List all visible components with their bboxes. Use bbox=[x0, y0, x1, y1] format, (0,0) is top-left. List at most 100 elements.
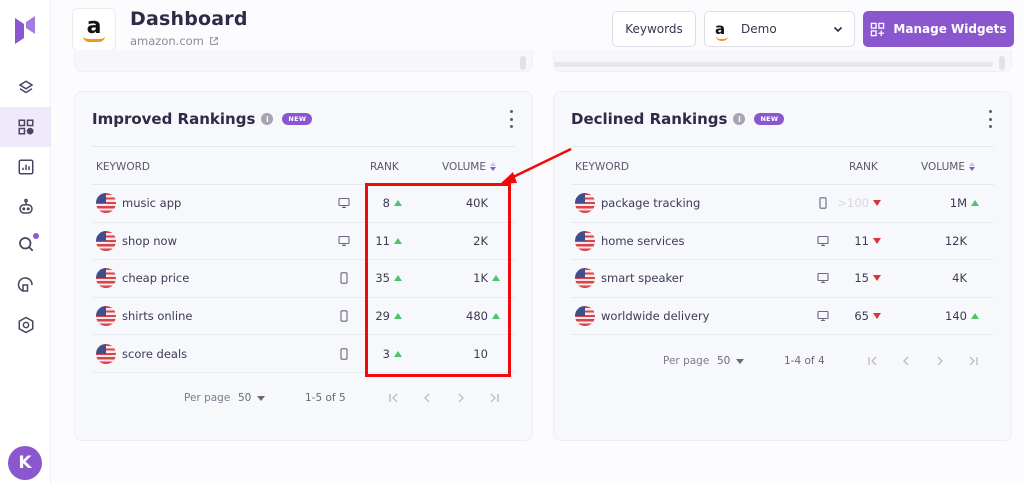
trend-up-icon bbox=[394, 200, 402, 207]
keyword-cell[interactable]: package tracking bbox=[601, 196, 701, 211]
keyword-table: music app 8 40K shop now 11 2K cheap price 35 1K… bbox=[92, 185, 515, 373]
us-flag-icon bbox=[96, 230, 116, 251]
keyword-cell[interactable]: cheap price bbox=[122, 271, 190, 286]
audit-icon bbox=[17, 277, 33, 292]
table-row[interactable]: shop now 11 2K bbox=[92, 223, 515, 261]
last-page-icon[interactable] bbox=[487, 391, 501, 405]
caret-down-icon bbox=[257, 395, 266, 401]
table-row[interactable]: shirts online 29 480 bbox=[92, 298, 515, 336]
sidebar-item-site-audit[interactable] bbox=[0, 265, 51, 305]
trend-up-icon bbox=[394, 275, 402, 282]
per-page-select[interactable]: 50 bbox=[238, 392, 266, 404]
info-icon[interactable]: i bbox=[733, 113, 746, 125]
volume-cell: 2K bbox=[473, 233, 488, 248]
keywords-button[interactable]: Keywords bbox=[612, 11, 696, 47]
keyword-cell[interactable]: shop now bbox=[122, 233, 178, 248]
keyword-cell[interactable]: score deals bbox=[122, 346, 188, 361]
rank-cell: 35 bbox=[360, 271, 402, 285]
caret-down-icon bbox=[736, 358, 745, 364]
column-keyword[interactable]: KEYWORD bbox=[575, 160, 629, 173]
layers-icon bbox=[18, 80, 33, 94]
rank-cell: 8 bbox=[360, 196, 402, 210]
us-flag-icon bbox=[575, 306, 595, 327]
trend-up-icon bbox=[971, 200, 979, 207]
volume-cell: 140 bbox=[901, 309, 979, 323]
manage-widgets-button[interactable]: Manage Widgets bbox=[863, 11, 1014, 47]
amazon-logo-icon: a bbox=[86, 13, 102, 39]
scrollbar[interactable] bbox=[520, 56, 526, 70]
prev-page-icon[interactable] bbox=[899, 354, 913, 368]
table-row[interactable]: smart speaker 15 4K bbox=[571, 260, 994, 298]
scrollbar[interactable] bbox=[999, 56, 1005, 70]
volume-cell: 40K bbox=[465, 196, 488, 211]
more-options-icon[interactable] bbox=[987, 110, 993, 128]
table-row[interactable]: home services 11 12K bbox=[571, 223, 994, 261]
desktop-icon bbox=[338, 197, 350, 209]
pagination: Per page 50 1-5 of 5 bbox=[92, 383, 515, 413]
keyword-cell[interactable]: home services bbox=[601, 233, 685, 248]
table-row[interactable]: package tracking >100 1M bbox=[571, 185, 994, 223]
next-page-icon[interactable] bbox=[454, 391, 468, 405]
keyword-cell[interactable]: music app bbox=[122, 196, 182, 211]
column-keyword[interactable]: KEYWORD bbox=[96, 160, 150, 173]
trend-down-icon bbox=[873, 200, 881, 207]
trend-up-icon bbox=[394, 313, 402, 320]
widget-title: Declined Rankings bbox=[571, 110, 728, 128]
rank-cell: 11 bbox=[360, 234, 402, 248]
table-row[interactable]: music app 8 40K bbox=[92, 185, 515, 223]
keyword-cell[interactable]: shirts online bbox=[122, 309, 193, 324]
first-page-icon[interactable] bbox=[387, 391, 401, 405]
rank-cell: 3 bbox=[360, 347, 402, 361]
table-header: KEYWORD RANK VOLUME bbox=[92, 149, 515, 185]
info-icon[interactable]: i bbox=[261, 113, 274, 125]
chart-icon bbox=[18, 159, 33, 175]
robot-icon bbox=[18, 198, 33, 214]
sidebar-item-ai-assistant[interactable] bbox=[0, 187, 51, 227]
sidebar-item-settings[interactable] bbox=[0, 305, 51, 345]
last-page-icon[interactable] bbox=[966, 354, 980, 368]
sort-icon[interactable] bbox=[489, 162, 496, 171]
site-link[interactable]: amazon.com bbox=[130, 34, 219, 48]
us-flag-icon bbox=[96, 343, 116, 364]
us-flag-icon bbox=[575, 193, 595, 214]
sidebar-item-dashboard[interactable] bbox=[0, 107, 51, 147]
table-row[interactable]: cheap price 35 1K bbox=[92, 260, 515, 298]
keyword-cell[interactable]: smart speaker bbox=[601, 271, 684, 286]
sidebar-item-layers[interactable] bbox=[0, 68, 51, 108]
column-rank[interactable]: RANK bbox=[849, 160, 878, 173]
column-volume[interactable]: VOLUME bbox=[921, 161, 975, 173]
table-row[interactable]: score deals 3 10 bbox=[92, 335, 515, 373]
prev-page-icon[interactable] bbox=[420, 391, 434, 405]
widget-title: Improved Rankings bbox=[92, 110, 256, 128]
column-volume[interactable]: VOLUME bbox=[442, 161, 496, 173]
table-row[interactable]: worldwide delivery 65 140 bbox=[571, 298, 994, 336]
first-page-icon[interactable] bbox=[866, 354, 880, 368]
rank-cell: >100 bbox=[837, 196, 881, 210]
sort-icon[interactable] bbox=[968, 162, 975, 171]
mobile-icon bbox=[338, 310, 350, 322]
page-range: 1-5 of 5 bbox=[305, 392, 346, 404]
declined-rankings-widget: Declined Rankings i NEW KEYWORD RANK VOL… bbox=[553, 91, 1012, 441]
per-page-select[interactable]: 50 bbox=[717, 355, 745, 367]
us-flag-icon bbox=[96, 268, 116, 289]
widget-stub-left bbox=[74, 50, 533, 72]
app-logo-icon[interactable] bbox=[15, 12, 35, 44]
sidebar-item-reports[interactable] bbox=[0, 147, 51, 187]
rank-cell: 65 bbox=[839, 309, 881, 323]
pagination: Per page 50 1-4 of 4 bbox=[571, 346, 994, 376]
column-rank[interactable]: RANK bbox=[370, 160, 399, 173]
trend-up-icon bbox=[492, 313, 500, 320]
trend-down-icon bbox=[873, 275, 881, 282]
project-select[interactable]: a Demo bbox=[704, 11, 855, 47]
keyword-cell[interactable]: worldwide delivery bbox=[601, 309, 710, 324]
horizontal-scrollbar[interactable] bbox=[554, 62, 993, 67]
volume-cell: 1K bbox=[422, 271, 500, 285]
sidebar-item-keyword-research[interactable] bbox=[0, 224, 51, 264]
trend-down-icon bbox=[873, 237, 881, 244]
trend-up-icon bbox=[492, 275, 500, 282]
next-page-icon[interactable] bbox=[933, 354, 947, 368]
us-flag-icon bbox=[96, 193, 116, 214]
more-options-icon[interactable] bbox=[508, 110, 514, 128]
widget-stub-right bbox=[553, 50, 1012, 72]
user-avatar[interactable]: K bbox=[8, 446, 42, 480]
